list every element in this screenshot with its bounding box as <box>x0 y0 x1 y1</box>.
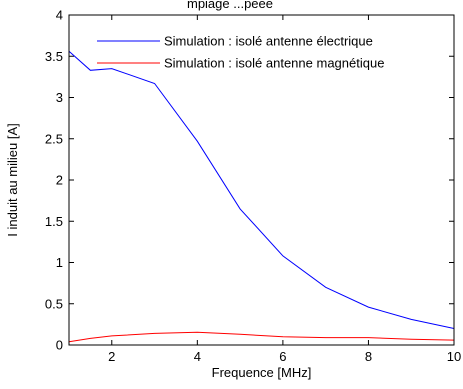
chart-title-partial: mpiage ...peee <box>187 0 273 11</box>
y-axis-label: I induit au milieu [A] <box>5 123 20 236</box>
y-tick-label: 3.5 <box>45 49 63 64</box>
y-tick-label: 2.5 <box>45 131 63 146</box>
x-tick-label: 2 <box>108 349 115 364</box>
x-tick-label: 8 <box>365 349 372 364</box>
y-tick-label: 0.5 <box>45 296 63 311</box>
series-line-magnetic <box>68 331 455 343</box>
y-tick-label: 1.5 <box>45 214 63 229</box>
x-tick-label: 6 <box>279 349 286 364</box>
x-tick-label: 4 <box>194 349 201 364</box>
series-line-electric <box>68 50 455 329</box>
x-axis-label: Frequence [MHz] <box>212 365 312 380</box>
y-tick-label: 2 <box>56 173 63 188</box>
y-tick-label: 4 <box>56 8 63 23</box>
legend: Simulation : isolé antenne électrique Si… <box>97 34 384 71</box>
y-tick-label: 1 <box>56 255 63 270</box>
y-ticks: 0 0.5 1 1.5 2 2.5 3 3.5 4 <box>45 8 454 353</box>
x-tick-label: 10 <box>447 349 461 364</box>
plot-frame <box>68 14 455 346</box>
y-tick-label: 3 <box>56 90 63 105</box>
legend-label-electric: Simulation : isolé antenne électrique <box>164 34 373 49</box>
y-tick-label: 0 <box>56 338 63 353</box>
legend-label-magnetic: Simulation : isolé antenne magnétique <box>164 56 384 71</box>
series-group <box>68 50 455 343</box>
